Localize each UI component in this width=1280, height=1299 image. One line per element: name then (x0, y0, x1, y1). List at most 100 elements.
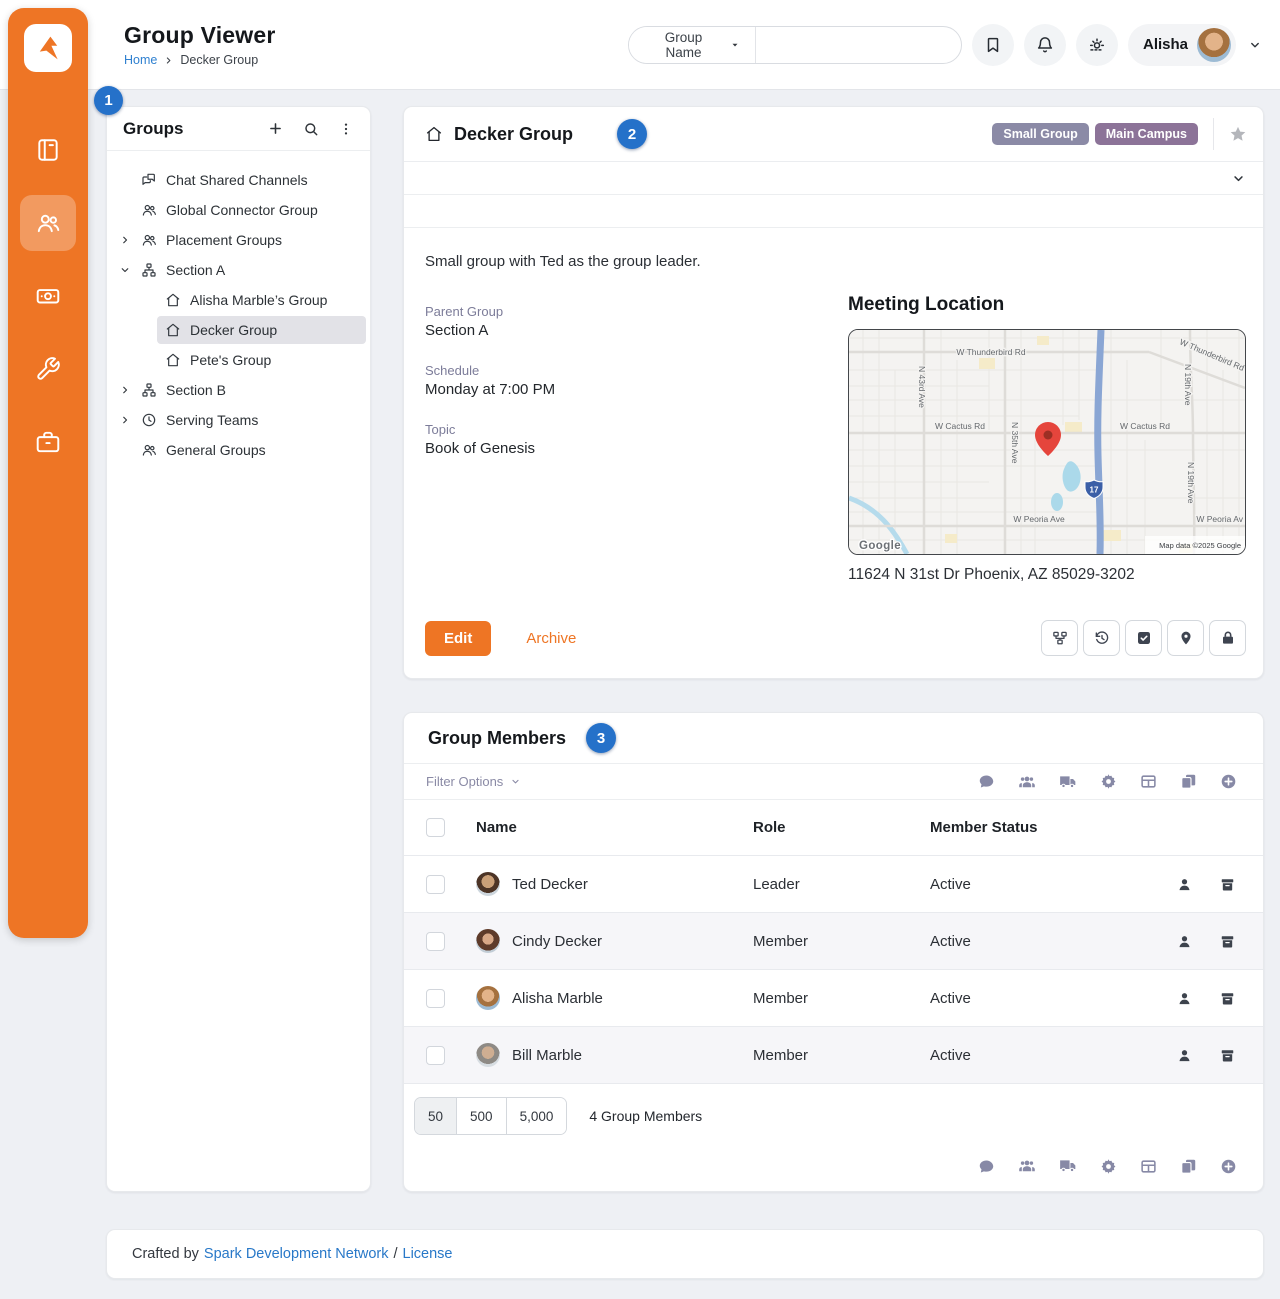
groups-options-button[interactable] (338, 121, 354, 137)
map-button[interactable] (1167, 620, 1204, 656)
communicate-button[interactable] (978, 1158, 995, 1175)
spark-network-link[interactable]: Spark Development Network (203, 1246, 389, 1262)
map-image: W Thunderbird Rd W Thunderbird Rd N 43rd… (849, 330, 1245, 554)
chevron-right-icon[interactable] (119, 384, 131, 396)
group-search: Group Name (627, 25, 962, 64)
attendance-button[interactable] (1125, 620, 1162, 656)
groups-panel-header: Groups (107, 107, 370, 151)
sun-horizon-icon (1088, 36, 1106, 54)
row-checkbox[interactable] (426, 931, 445, 951)
merge-person-button[interactable] (1018, 1157, 1036, 1175)
rail-item-tools[interactable] (20, 341, 76, 397)
rail-item-finance[interactable] (20, 268, 76, 324)
export-excel-button[interactable] (1140, 773, 1157, 790)
page-size-500[interactable]: 500 (457, 1098, 507, 1134)
chevron-right-icon[interactable] (119, 414, 131, 426)
member-row-cindy-decker[interactable]: Cindy Decker Member Active (404, 913, 1263, 970)
communicate-button[interactable] (978, 773, 995, 790)
top-bar-controls: Group Name Alisha (627, 23, 1280, 66)
chevron-down-icon[interactable] (119, 264, 131, 276)
person-profile-button[interactable] (1177, 934, 1192, 949)
group-attribute-fields: Parent Group Section A Schedule Monday a… (425, 294, 808, 584)
page-size-5000[interactable]: 5,000 (506, 1098, 567, 1134)
tree-item-decker-group-selected[interactable]: Decker Group (157, 316, 366, 344)
member-row-alisha-marble[interactable]: Alisha Marble Member Active (404, 970, 1263, 1027)
archive-member-button[interactable] (1220, 991, 1235, 1006)
breadcrumb-home-link[interactable]: Home (124, 53, 158, 67)
row-checkbox[interactable] (426, 988, 445, 1008)
security-button[interactable] (1209, 620, 1246, 656)
user-menu-caret-icon[interactable] (1248, 38, 1262, 52)
truck-icon (1059, 1157, 1077, 1175)
tree-item-section-b[interactable]: Section B (107, 375, 370, 405)
clock-icon (141, 412, 157, 428)
column-role: Role (753, 819, 786, 836)
member-row-bill-marble[interactable]: Bill Marble Member Active (404, 1027, 1263, 1084)
filter-options-button[interactable]: Filter Options (426, 774, 521, 789)
add-member-button[interactable] (1220, 1158, 1237, 1175)
svg-text:W Cactus Rd: W Cactus Rd (1120, 421, 1170, 431)
rail-item-people[interactable] (20, 195, 76, 251)
rail-item-content[interactable] (20, 122, 76, 178)
archive-member-button[interactable] (1220, 934, 1235, 949)
merge-person-button[interactable] (1018, 773, 1036, 791)
archive-link[interactable]: Archive (526, 629, 577, 647)
person-profile-button[interactable] (1177, 877, 1192, 892)
add-member-button[interactable] (1220, 773, 1237, 790)
field-schedule: Schedule Monday at 7:00 PM (425, 363, 556, 398)
select-all-checkbox[interactable] (426, 818, 445, 837)
add-group-button[interactable] (267, 120, 284, 137)
search-groups-button[interactable] (303, 121, 319, 137)
tree-item-petes-group[interactable]: Pete's Group (107, 345, 370, 375)
tree-item-global-connector-group[interactable]: Global Connector Group (107, 195, 370, 225)
title-block: Group Viewer Home Decker Group (0, 22, 276, 67)
tree-item-alisha-marbles-group[interactable]: Alisha Marble’s Group (107, 285, 370, 315)
chat-icon (978, 1158, 995, 1175)
person-profile-button[interactable] (1177, 1048, 1192, 1063)
tree-item-general-groups[interactable]: General Groups (107, 435, 370, 465)
app-rail (8, 8, 88, 938)
search-filter-label: Group Name (664, 29, 703, 60)
copy-button[interactable] (1180, 773, 1197, 790)
member-row-ted-decker[interactable]: Ted Decker Leader Active (404, 856, 1263, 913)
page-size-50[interactable]: 50 (415, 1098, 458, 1134)
copy-button[interactable] (1180, 1158, 1197, 1175)
annotation-step-2: 2 (617, 119, 648, 149)
app-logo[interactable] (24, 24, 72, 72)
theme-toggle-button[interactable] (1075, 23, 1118, 66)
notifications-button[interactable] (1023, 23, 1066, 66)
rail-item-work[interactable] (20, 414, 76, 470)
member-avatar (476, 1043, 500, 1067)
group-flow-button[interactable] (1041, 620, 1078, 656)
grid-settings-button[interactable] (1100, 773, 1117, 790)
search-filter-button[interactable]: Group Name (628, 26, 756, 63)
archive-member-button[interactable] (1220, 877, 1235, 892)
person-profile-button[interactable] (1177, 991, 1192, 1006)
follow-star-icon[interactable] (1229, 125, 1247, 143)
tree-item-section-a[interactable]: Section A (107, 255, 370, 285)
tree-item-placement-groups[interactable]: Placement Groups (107, 225, 370, 255)
table-icon (1140, 773, 1157, 790)
archive-icon (1220, 877, 1235, 892)
user-menu[interactable]: Alisha (1127, 23, 1236, 66)
chevron-right-icon[interactable] (119, 234, 131, 246)
tree-item-serving-teams[interactable]: Serving Teams (107, 405, 370, 435)
export-excel-button[interactable] (1140, 1158, 1157, 1175)
license-link[interactable]: License (402, 1246, 453, 1262)
bulk-update-button[interactable] (1059, 773, 1077, 791)
members-bottom-toolbar (404, 1139, 1263, 1191)
plus-icon (267, 120, 284, 137)
edit-button[interactable]: Edit (425, 620, 492, 656)
row-checkbox[interactable] (426, 874, 445, 894)
row-checkbox[interactable] (426, 1045, 445, 1065)
bulk-update-button[interactable] (1059, 1157, 1077, 1175)
grid-settings-button[interactable] (1100, 1158, 1117, 1175)
history-button[interactable] (1083, 620, 1120, 656)
group-title: Decker Group (454, 123, 574, 144)
collapse-chevron-icon[interactable] (1231, 171, 1246, 186)
bell-icon (1036, 36, 1054, 54)
archive-member-button[interactable] (1220, 1048, 1235, 1063)
search-input[interactable] (755, 26, 961, 63)
bookmarks-button[interactable] (971, 23, 1014, 66)
tree-item-chat-shared-channels[interactable]: Chat Shared Channels (107, 165, 370, 195)
